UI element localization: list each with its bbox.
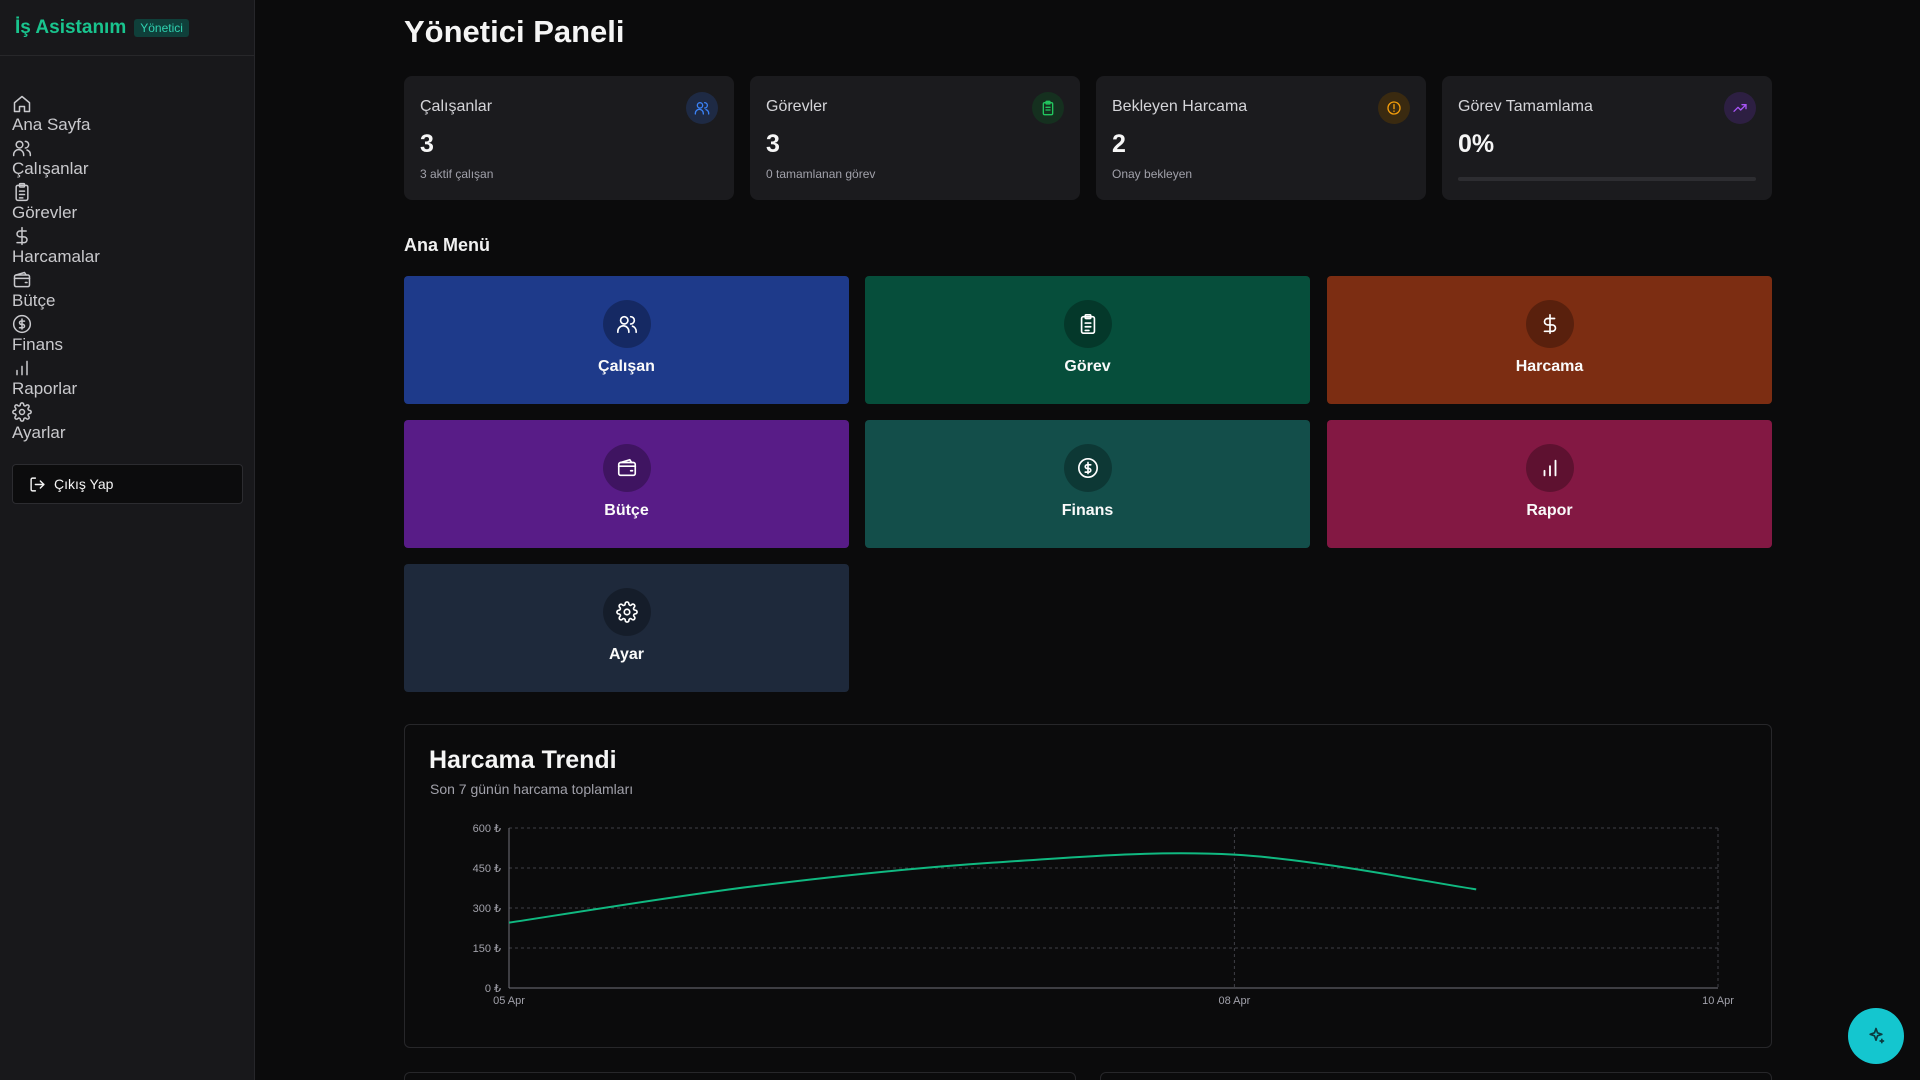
stat-card-employees: Çalışanlar 3 3 aktif çalışan (404, 76, 734, 200)
sidebar-item-settings[interactable]: Ayarlar (12, 402, 100, 446)
stat-card-task-completion: Görev Tamamlama 0% (1442, 76, 1772, 200)
sidebar-item-label: Harcamalar (12, 247, 100, 266)
tile-label: Rapor (1526, 502, 1573, 519)
users-icon (12, 140, 32, 157)
sidebar-nav: Ana Sayfa Çalışanlar Görevler Harcamalar… (12, 94, 100, 446)
dollar-circle-icon (12, 314, 32, 334)
wallet-icon (13, 271, 31, 288)
brand-title[interactable]: İş Asistanım (15, 16, 127, 38)
menu-tile-task[interactable]: Görev (865, 276, 1310, 404)
sidebar-item-label: Finans (12, 335, 64, 354)
stat-subtitle: 0 tamamlanan görev (766, 167, 876, 181)
expense-trend-chart: 0 ₺ 150 ₺ 300 ₺ 450 ₺ 600 ₺ 05 Apr 08 Apr 10 Ap… (473, 823, 1735, 1007)
sparkle-icon (1869, 1027, 1885, 1044)
tile-label: Çalışan (598, 358, 655, 375)
clipboard-icon (15, 182, 29, 202)
y-tick-label: 0 ₺ (485, 983, 501, 995)
brand-header: İş Asistanım Yönetici (0, 0, 254, 56)
sidebar-item-tasks[interactable]: Görevler (12, 182, 100, 226)
stat-title: Çalışanlar (420, 98, 493, 115)
trending-up-icon (1724, 92, 1756, 124)
sidebar-item-label: Çalışanlar (12, 159, 89, 178)
sidebar-item-label: Raporlar (12, 379, 78, 398)
logout-button[interactable]: Çıkış Yap (12, 464, 243, 504)
x-tick-label: 05 Apr (493, 995, 525, 1007)
page-title: Yönetici Paneli (404, 14, 625, 49)
clipboard-icon (1063, 300, 1112, 348)
users-icon (602, 300, 651, 348)
chart-title: Harcama Trendi (429, 746, 617, 774)
y-tick-label: 600 ₺ (473, 823, 501, 835)
alert-circle-icon (1378, 92, 1410, 124)
logout-icon (30, 476, 45, 492)
bottom-card-right (1100, 1072, 1772, 1080)
stat-card-tasks: Görevler 3 0 tamamlanan görev (750, 76, 1080, 200)
sidebar-item-budget[interactable]: Bütçe (12, 270, 100, 314)
x-tick-label: 08 Apr (1218, 995, 1250, 1007)
stat-title: Görevler (766, 98, 828, 115)
sidebar-item-label: Görevler (12, 203, 78, 222)
stat-title: Bekleyen Harcama (1112, 98, 1248, 115)
chart-subtitle: Son 7 günün harcama toplamları (430, 781, 634, 797)
tile-label: Harcama (1515, 358, 1584, 375)
menu-tile-report[interactable]: Rapor (1327, 420, 1772, 548)
y-tick-label: 150 ₺ (473, 943, 501, 955)
bar-chart-icon (16, 360, 28, 376)
stat-value: 2 (1112, 130, 1126, 158)
role-badge: Yönetici (134, 18, 189, 37)
stat-value: 0% (1458, 130, 1495, 158)
dollar-icon (1525, 300, 1574, 348)
sidebar-item-reports[interactable]: Raporlar (12, 358, 100, 402)
sidebar: İş Asistanım Yönetici Ana Sayfa Çalışanl… (0, 0, 255, 1080)
tile-label: Görev (1064, 358, 1111, 375)
menu-tile-employee[interactable]: Çalışan (404, 276, 849, 404)
tile-label: Bütçe (604, 502, 649, 519)
tile-label: Ayar (609, 646, 644, 663)
stat-subtitle: 3 aktif çalışan (420, 167, 494, 181)
gear-icon (602, 588, 651, 636)
users-icon (686, 92, 718, 124)
bottom-card-left (404, 1072, 1076, 1080)
main-menu-title: Ana Menü (404, 235, 491, 255)
stat-title: Görev Tamamlama (1458, 98, 1593, 115)
expense-trend-card: Harcama Trendi Son 7 günün harcama topla… (404, 724, 1772, 1048)
completion-progress-bar (1458, 177, 1756, 181)
stat-value: 3 (420, 130, 434, 158)
y-tick-label: 300 ₺ (473, 903, 501, 915)
logout-label: Çıkış Yap (54, 476, 114, 492)
menu-tile-expense[interactable]: Harcama (1327, 276, 1772, 404)
y-tick-label: 450 ₺ (473, 863, 501, 875)
clipboard-icon (1032, 92, 1064, 124)
sidebar-item-label: Ana Sayfa (12, 115, 91, 134)
stat-card-pending-expense: Bekleyen Harcama 2 Onay bekleyen (1096, 76, 1426, 200)
sidebar-item-home[interactable]: Ana Sayfa (12, 94, 100, 138)
sidebar-item-label: Bütçe (12, 291, 56, 310)
menu-tile-settings[interactable]: Ayar (404, 564, 849, 692)
assistant-fab-button[interactable] (1848, 1008, 1904, 1064)
sidebar-item-expenses[interactable]: Harcamalar (12, 226, 100, 270)
home-icon (13, 95, 31, 113)
x-tick-label: 10 Apr (1702, 995, 1734, 1007)
menu-tile-finance[interactable]: Finans (865, 420, 1310, 548)
bar-chart-icon (1525, 444, 1574, 492)
dollar-icon (16, 226, 28, 246)
tile-label: Finans (1061, 502, 1114, 519)
gear-icon (12, 402, 32, 422)
sidebar-item-label: Ayarlar (12, 423, 66, 442)
dollar-circle-icon (1063, 444, 1112, 492)
stat-subtitle: Onay bekleyen (1112, 167, 1193, 181)
series-line (508, 852, 1477, 924)
menu-tile-budget[interactable]: Bütçe (404, 420, 849, 548)
wallet-icon (602, 444, 651, 492)
sidebar-item-employees[interactable]: Çalışanlar (12, 138, 100, 182)
sidebar-item-finance[interactable]: Finans (12, 314, 100, 358)
stat-value: 3 (766, 130, 780, 158)
